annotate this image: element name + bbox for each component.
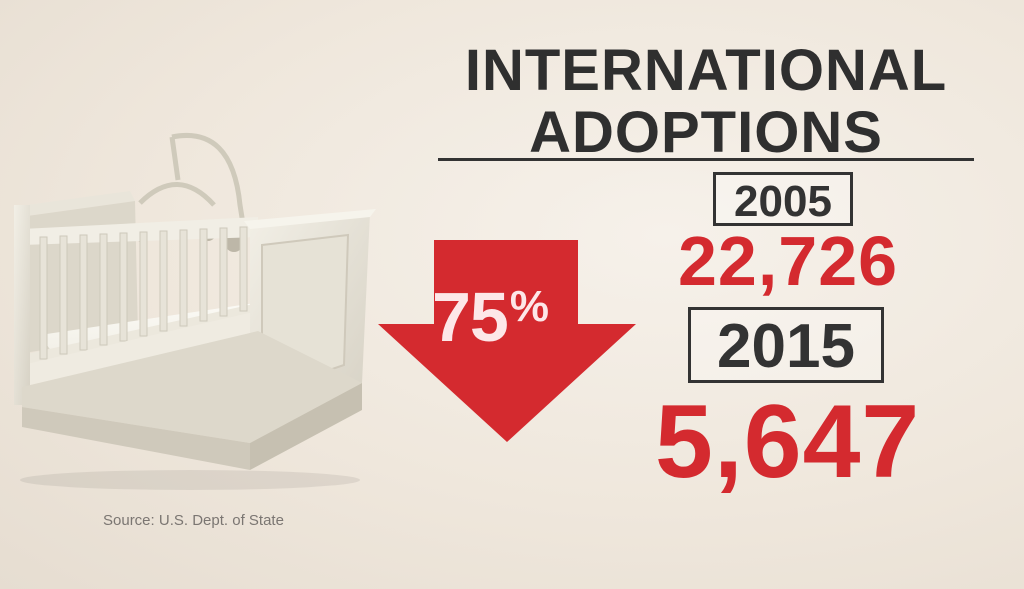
year-box-2015: 2015: [688, 307, 884, 383]
title-divider: [438, 158, 974, 161]
percent-change: 75%: [432, 282, 549, 352]
percent-value: 75: [432, 278, 509, 356]
count-2015: 5,647: [655, 384, 921, 500]
title-line-2: ADOPTIONS: [529, 100, 883, 165]
title-line-1: INTERNATIONAL: [464, 38, 948, 103]
year-box-2005: 2005: [713, 172, 853, 226]
down-arrow-icon: [378, 240, 636, 442]
percent-sign: %: [509, 282, 549, 331]
source-credit: Source: U.S. Dept. of State: [103, 512, 284, 529]
crib-illustration: [12, 133, 376, 490]
count-2005: 22,726: [678, 222, 899, 300]
